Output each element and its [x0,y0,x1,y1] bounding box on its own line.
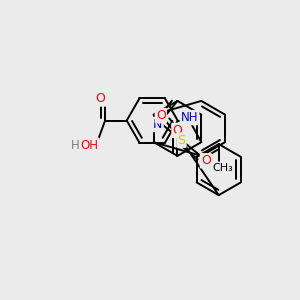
Text: S: S [177,134,185,147]
Text: N: N [153,118,163,131]
Text: CH₃: CH₃ [212,163,233,173]
Text: O: O [172,124,182,137]
Text: OH: OH [80,139,98,152]
Text: NH: NH [181,111,198,124]
Text: O: O [201,154,211,167]
Text: O: O [156,109,166,122]
Text: O: O [95,92,105,106]
Text: H: H [71,139,80,152]
